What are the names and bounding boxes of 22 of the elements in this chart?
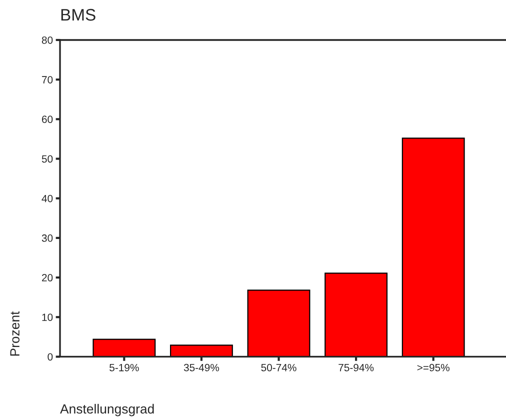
y-tick-label: 70 — [42, 76, 53, 84]
y-tick-label: 10 — [42, 314, 53, 321]
y-tick-label: 0 — [48, 353, 53, 361]
bar — [247, 290, 310, 357]
bar — [402, 138, 465, 357]
x-tick-label: 35-49% — [184, 364, 220, 372]
y-axis-title: Prozent — [10, 311, 20, 356]
y-tick-label: 30 — [42, 234, 53, 242]
x-axis-title: Anstellungsgrad — [60, 404, 154, 416]
x-tick-label: 5-19% — [110, 364, 139, 372]
bar — [170, 344, 233, 357]
x-tick-label: 75-94% — [338, 364, 374, 372]
x-tick-label: 50-74% — [261, 364, 296, 372]
y-tick-label: 50 — [42, 155, 53, 163]
bar — [92, 338, 156, 357]
chart-title: BMS — [61, 8, 96, 21]
x-tick-label: >=95% — [417, 364, 450, 372]
y-tick-label: 20 — [42, 274, 53, 282]
bar — [324, 272, 388, 357]
y-tick-label: 80 — [42, 36, 53, 44]
y-tick-label: 60 — [42, 116, 53, 124]
y-tick-label: 40 — [42, 194, 53, 202]
